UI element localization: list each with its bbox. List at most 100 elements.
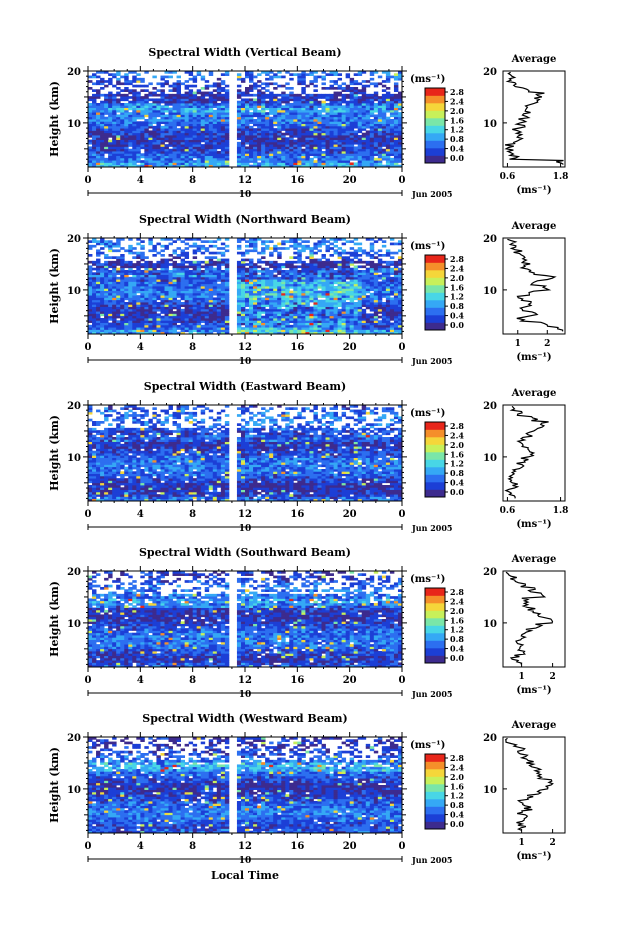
heatmap-cell	[325, 137, 330, 140]
heatmap-cell	[265, 313, 270, 317]
heatmap-cell	[397, 105, 403, 108]
heatmap-cell	[309, 267, 314, 271]
heatmap-cell	[349, 87, 355, 90]
heatmap-cell	[381, 128, 387, 131]
heatmap-cell	[293, 132, 298, 136]
heatmap-cell	[309, 324, 314, 328]
heatmap-cell	[124, 89, 129, 92]
heatmap-cell	[385, 119, 391, 122]
heatmap-cell	[108, 322, 113, 326]
heatmap-cell	[212, 313, 218, 317]
heatmap-cell	[313, 267, 318, 271]
heatmap-cell	[164, 281, 169, 285]
heatmap-cell	[216, 315, 222, 319]
heatmap-cell	[184, 290, 190, 294]
heatmap-cell	[281, 313, 286, 317]
heatmap-cell	[192, 286, 198, 289]
heatmap-cell	[333, 93, 338, 97]
heatmap-cell	[381, 121, 387, 124]
heatmap-cell	[293, 327, 298, 330]
heatmap-cell	[172, 96, 177, 99]
heatmap-cell	[325, 123, 330, 127]
heatmap-cell	[240, 304, 246, 307]
heatmap-cell	[353, 107, 359, 111]
heatmap-cell	[160, 162, 165, 166]
heatmap-cell	[329, 144, 334, 147]
heatmap-cell	[216, 283, 222, 287]
heatmap-cell	[212, 130, 218, 134]
heatmap-cell	[188, 162, 194, 166]
heatmap-cell	[249, 329, 254, 333]
heatmap-cell	[124, 315, 129, 319]
heatmap-cell	[393, 141, 399, 145]
heatmap-cell	[100, 100, 105, 104]
heatmap-cell	[188, 155, 194, 159]
heatmap-cell	[269, 313, 274, 317]
heatmap-cell	[253, 331, 258, 335]
heatmap-cell	[224, 320, 230, 323]
heatmap-cell	[313, 128, 318, 131]
average-y-tick-label: 20	[483, 67, 497, 78]
heatmap-cell	[164, 123, 169, 127]
colorbar-frame	[424, 87, 446, 164]
heatmap-cell	[297, 109, 302, 113]
heatmap-cell	[156, 89, 161, 92]
heatmap-cell	[204, 116, 210, 120]
heatmap-cell	[245, 322, 250, 326]
heatmap-cell	[265, 322, 270, 326]
heatmap-cell	[200, 132, 206, 136]
heatmap-cell	[112, 318, 117, 321]
heatmap-cell	[140, 135, 145, 138]
heatmap-cell	[220, 100, 226, 104]
heatmap-cell	[96, 327, 101, 330]
heatmap-cell	[148, 135, 153, 138]
heatmap-cell	[265, 157, 270, 161]
heatmap-cell	[377, 304, 383, 307]
heatmap-cell	[120, 148, 125, 152]
heatmap-cell	[220, 105, 226, 108]
heatmap-cell	[385, 135, 391, 138]
heatmap-cell	[289, 272, 294, 275]
heatmap-cell	[397, 160, 403, 163]
heatmap-cell	[136, 84, 141, 88]
heatmap-cell	[309, 327, 314, 330]
heatmap-cell	[152, 148, 157, 152]
heatmap-cell	[293, 93, 298, 97]
heatmap-cell	[345, 318, 351, 321]
heatmap-cell	[313, 153, 318, 156]
heatmap-cell	[116, 109, 121, 113]
heatmap-cell	[357, 306, 363, 310]
heatmap-cell	[96, 164, 101, 168]
heatmap-cell	[309, 270, 314, 273]
heatmap-cell	[220, 125, 226, 129]
heatmap-cell	[333, 160, 338, 163]
heatmap-cell	[204, 151, 210, 154]
heatmap-cell	[301, 119, 306, 122]
heatmap-cell	[273, 274, 278, 278]
heatmap-cell	[393, 311, 399, 314]
heatmap-cell	[92, 279, 97, 282]
heatmap-cell	[112, 112, 117, 115]
heatmap-cell	[381, 276, 387, 280]
heatmap-cell	[281, 112, 286, 115]
heatmap-cell	[377, 96, 383, 99]
heatmap-cell	[301, 96, 306, 99]
heatmap-cell	[216, 286, 222, 289]
heatmap-cell	[148, 144, 153, 147]
heatmap-cell	[104, 274, 109, 278]
heatmap-cell	[220, 121, 226, 124]
heatmap-cell	[208, 112, 214, 115]
heatmap-cell	[172, 304, 177, 307]
heatmap-cell	[156, 160, 161, 163]
heatmap-cell	[253, 329, 258, 333]
heatmap-cell	[168, 112, 173, 115]
heatmap-cell	[313, 105, 318, 108]
heatmap-cell	[269, 164, 274, 168]
heatmap-cell	[192, 119, 198, 122]
heatmap-cell	[212, 283, 218, 287]
heatmap-cell	[269, 146, 274, 150]
heatmap-cell	[317, 121, 322, 124]
heatmap-cell	[329, 137, 334, 140]
heatmap-cell	[196, 130, 202, 134]
heatmap-cell	[393, 322, 399, 326]
